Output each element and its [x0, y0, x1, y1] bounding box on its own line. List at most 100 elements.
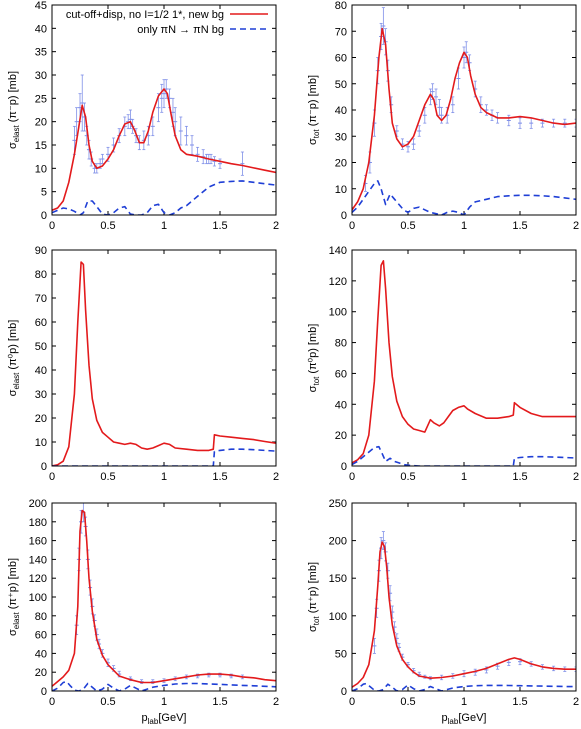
x-tick-label: 0.5 [400, 696, 415, 708]
y-tick-label: 180 [29, 517, 47, 529]
x-tick-label: 0.5 [400, 220, 415, 232]
x-tick-label: 2 [273, 220, 279, 232]
y-tick-label: 35 [35, 47, 47, 59]
y-tick-label: 200 [29, 498, 47, 510]
background-curve [352, 445, 576, 466]
y-tick-label: 80 [35, 269, 47, 281]
x-label-rest: [GeV] [458, 712, 486, 724]
model-curve [52, 509, 276, 687]
x-tick-label: 1.5 [212, 220, 227, 232]
y-tick-label: 25 [35, 93, 47, 105]
y-tick-label: 20 [335, 158, 347, 170]
x-tick-label: 0 [49, 471, 55, 483]
x-tick-label: 1 [461, 471, 467, 483]
x-tick-label: 1 [161, 471, 167, 483]
x-label-symbol: p [142, 712, 148, 724]
y-tick-label: 50 [335, 79, 347, 91]
legend-label-model: cut-off+disp, no I=1/2 1*, new bg [66, 9, 224, 21]
legend-label-background: only πN → πN bg [137, 24, 224, 36]
x-tick-label: 1 [161, 696, 167, 708]
y-tick-label: 20 [35, 667, 47, 679]
y-label-subscript: tot [312, 376, 321, 386]
y-label-subscript: elast [12, 372, 21, 390]
y-label-subscript: elast [12, 612, 21, 630]
y-axis-label: σelast (π⁺p) [mb] [7, 558, 21, 636]
y-tick-label: 0 [341, 210, 347, 222]
y-tick-label: 0 [341, 686, 347, 698]
plot-area [52, 261, 276, 466]
plot-area [352, 7, 576, 215]
y-tick-label: 80 [35, 611, 47, 623]
y-tick-label: 250 [329, 498, 347, 510]
y-tick-label: 100 [29, 592, 47, 604]
x-label-subscript: lab [148, 717, 159, 726]
x-axis-label: plab[GeV] [442, 712, 487, 726]
y-tick-label: 60 [35, 630, 47, 642]
x-tick-label: 2 [573, 220, 579, 232]
y-tick-label: 70 [35, 293, 47, 305]
x-axis-label: plab[GeV] [142, 712, 187, 726]
x-tick-label: 0 [49, 220, 55, 232]
y-label-symbol: σ [7, 142, 19, 149]
y-tick-label: 100 [329, 307, 347, 319]
y-tick-label: 40 [335, 399, 347, 411]
y-tick-label: 10 [35, 437, 47, 449]
y-label-symbol: σ [307, 625, 319, 632]
y-tick-label: 20 [335, 430, 347, 442]
y-label-subscript: elast [12, 125, 21, 143]
x-label-rest: [GeV] [158, 712, 186, 724]
y-tick-label: 40 [35, 365, 47, 377]
model-curve [52, 261, 276, 466]
model-curve [52, 88, 276, 212]
axis-frame [51, 502, 277, 692]
background-curve [52, 680, 276, 691]
y-tick-label: 120 [329, 276, 347, 288]
y-label-symbol: σ [307, 385, 319, 392]
x-tick-label: 0 [349, 696, 355, 708]
y-label-subscript: tot [312, 616, 321, 626]
y-tick-label: 0 [41, 461, 47, 473]
x-tick-label: 1 [461, 220, 467, 232]
y-label-rest: (π⁰p) [mb] [7, 320, 19, 373]
y-axis-label: σtot (π⁺p) [mb] [307, 562, 321, 632]
y-tick-label: 140 [329, 245, 347, 257]
y-tick-label: 150 [329, 573, 347, 585]
y-tick-label: 40 [35, 648, 47, 660]
x-label-subscript: lab [448, 717, 459, 726]
y-label-symbol: σ [7, 629, 19, 636]
legend: cut-off+disp, no I=1/2 1*, new bg only πN… [66, 9, 268, 36]
y-tick-label: 0 [341, 461, 347, 473]
y-tick-label: 10 [335, 184, 347, 196]
x-tick-label: 1 [161, 220, 167, 232]
background-curve [352, 682, 576, 691]
x-tick-label: 2 [273, 471, 279, 483]
y-tick-label: 60 [335, 368, 347, 380]
y-tick-label: 0 [41, 686, 47, 698]
y-tick-label: 50 [35, 341, 47, 353]
y-tick-label: 0 [41, 210, 47, 222]
y-tick-label: 30 [35, 389, 47, 401]
y-label-symbol: σ [7, 389, 19, 396]
axis-frame [351, 4, 577, 216]
y-tick-label: 30 [35, 70, 47, 82]
plot-area [52, 74, 276, 215]
x-tick-label: 2 [573, 696, 579, 708]
x-tick-label: 2 [273, 696, 279, 708]
x-tick-label: 0 [49, 696, 55, 708]
y-tick-label: 40 [335, 105, 347, 117]
y-label-rest: (π⁺p) [mb] [7, 558, 19, 612]
x-tick-label: 0.5 [100, 471, 115, 483]
y-label-rest: (π⁻p) [mb] [307, 75, 319, 129]
x-tick-label: 1.5 [512, 220, 527, 232]
y-tick-label: 5 [41, 187, 47, 199]
axis-frame [51, 249, 277, 467]
y-tick-label: 90 [35, 245, 47, 257]
x-tick-label: 0 [349, 220, 355, 232]
y-tick-label: 30 [335, 131, 347, 143]
x-tick-label: 0.5 [400, 471, 415, 483]
y-tick-label: 60 [35, 317, 47, 329]
y-label-rest: (π⁰p) [mb] [307, 324, 319, 377]
